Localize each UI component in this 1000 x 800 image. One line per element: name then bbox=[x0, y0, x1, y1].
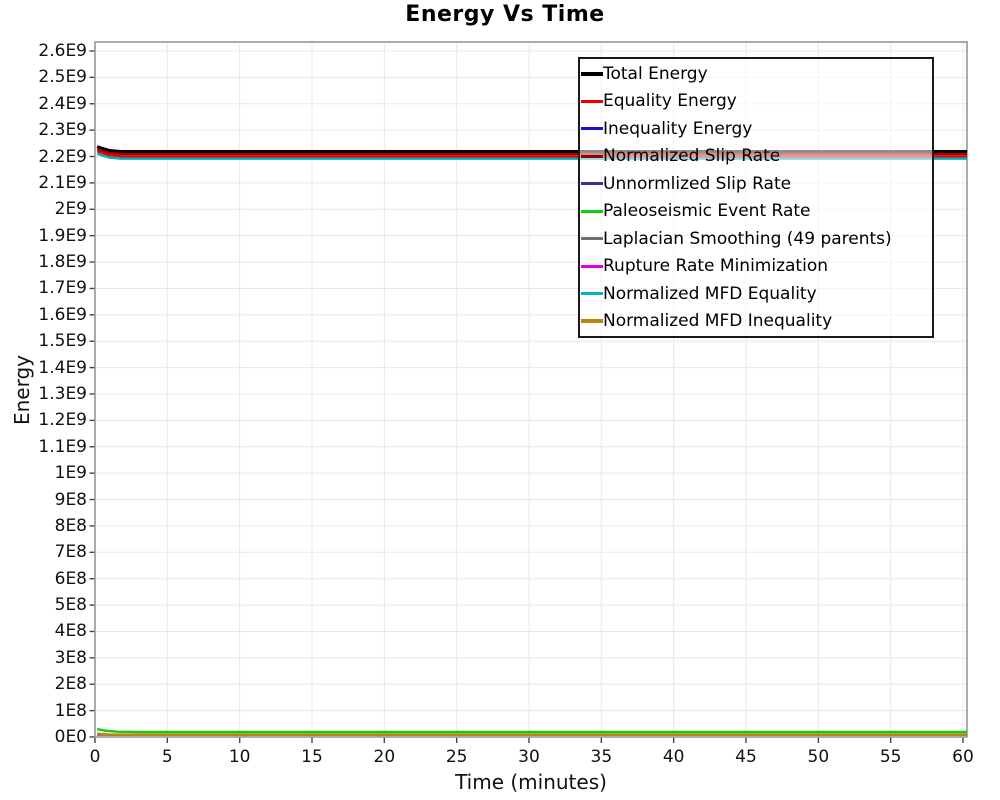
y-tick-label: 1.8E9 bbox=[38, 252, 87, 273]
y-tick-label: 1.4E9 bbox=[38, 357, 87, 378]
legend-label: Normalized Slip Rate bbox=[603, 146, 781, 167]
legend-swatch bbox=[581, 264, 603, 268]
y-tick-label: 1.5E9 bbox=[38, 331, 87, 352]
legend-item: Normalized MFD Equality bbox=[580, 280, 932, 308]
legend-label: Rupture Rate Minimization bbox=[603, 256, 828, 277]
y-axis-title: Energy bbox=[10, 354, 34, 426]
y-tick-label: 2E9 bbox=[54, 199, 87, 220]
series-line-normalized-mfd-equality bbox=[96, 152, 967, 160]
legend-swatch bbox=[581, 127, 603, 131]
x-tick-label: 45 bbox=[735, 747, 757, 767]
y-tick-label: 4E8 bbox=[54, 621, 87, 642]
x-tick-label: 15 bbox=[301, 747, 323, 767]
legend-item: Inequality Energy bbox=[580, 115, 932, 143]
x-tick-label: 20 bbox=[373, 747, 396, 767]
y-tick-label: 1.7E9 bbox=[38, 278, 87, 299]
legend-label: Unnormlized Slip Rate bbox=[603, 173, 792, 194]
legend-item: Total Energy bbox=[580, 60, 932, 88]
x-tick-label: 5 bbox=[161, 747, 173, 767]
y-tick-label: 1.6E9 bbox=[38, 304, 87, 325]
y-tick-label: 1.9E9 bbox=[38, 225, 87, 246]
x-tick-label: 35 bbox=[590, 747, 613, 767]
legend-label: Paleoseismic Event Rate bbox=[603, 201, 811, 222]
y-tick-label: 0E0 bbox=[54, 727, 87, 747]
legend-label: Inequality Energy bbox=[603, 118, 753, 139]
y-tick-label: 3E8 bbox=[54, 647, 87, 668]
legend-item: Paleoseismic Event Rate bbox=[580, 198, 932, 226]
x-tick-label: 40 bbox=[662, 747, 685, 767]
legend-swatch bbox=[581, 209, 603, 213]
x-tick-label: 60 bbox=[952, 747, 974, 767]
series-line-normalized-mfd-inequality bbox=[97, 732, 967, 736]
chart-title: Energy Vs Time bbox=[405, 2, 605, 27]
legend-swatch bbox=[581, 99, 603, 103]
legend-swatch bbox=[581, 71, 603, 76]
y-tick-label: 1.2E9 bbox=[38, 410, 87, 431]
y-tick-label: 2E8 bbox=[54, 674, 87, 695]
x-tick-label: 50 bbox=[807, 747, 830, 767]
legend-label: Normalized MFD Inequality bbox=[603, 311, 833, 332]
legend-label: Normalized MFD Equality bbox=[603, 283, 817, 304]
x-tick-label: 10 bbox=[228, 747, 251, 767]
y-tick-label: 2.1E9 bbox=[38, 172, 87, 193]
series-line-paleoseismic-event-rate bbox=[96, 727, 967, 734]
tick-marks bbox=[89, 50, 964, 743]
y-tick-label: 1.1E9 bbox=[38, 436, 87, 457]
legend-item: Unnormlized Slip Rate bbox=[580, 170, 932, 198]
legend-swatch bbox=[581, 182, 603, 186]
y-tick-label: 8E8 bbox=[54, 515, 87, 536]
legend-item: Normalized Slip Rate bbox=[580, 143, 932, 171]
legend-swatch bbox=[581, 154, 603, 158]
x-tick-label: 25 bbox=[445, 747, 468, 767]
x-tick-label: 0 bbox=[89, 747, 101, 767]
legend: Total Energy Equality Energy Inequality En… bbox=[578, 57, 934, 338]
y-tick-label: 5E8 bbox=[54, 595, 87, 616]
legend-label: Total Energy bbox=[603, 63, 708, 84]
y-tick-label: 2.2E9 bbox=[38, 146, 87, 167]
y-tick-label: 2.4E9 bbox=[38, 93, 87, 114]
x-tick-label: 30 bbox=[518, 747, 540, 767]
series-lines bbox=[96, 145, 967, 736]
y-tick-label: 6E8 bbox=[54, 568, 87, 589]
series-line-equality-energy bbox=[96, 150, 967, 158]
plot-border bbox=[94, 41, 968, 738]
x-axis-title: Time (minutes) bbox=[455, 770, 607, 794]
y-tick-label: 1.3E9 bbox=[38, 383, 87, 404]
legend-swatch bbox=[581, 237, 603, 241]
legend-item: Normalized MFD Inequality bbox=[580, 308, 932, 336]
y-tick-label: 1E9 bbox=[54, 463, 87, 484]
legend-label: Equality Energy bbox=[603, 91, 737, 112]
series-line-normalized-slip-rate bbox=[96, 147, 967, 156]
y-tick-label: 7E8 bbox=[54, 542, 87, 563]
y-tick-label: 2.6E9 bbox=[38, 40, 87, 61]
y-tick-label: 1E8 bbox=[54, 700, 87, 721]
legend-label: Laplacian Smoothing (49 parents) bbox=[603, 228, 892, 249]
x-tick-label: 55 bbox=[879, 747, 902, 767]
legend-item: Laplacian Smoothing (49 parents) bbox=[580, 225, 932, 253]
y-tick-label: 9E8 bbox=[54, 489, 87, 510]
y-tick-label: 2.5E9 bbox=[38, 67, 87, 88]
legend-swatch bbox=[581, 319, 603, 324]
y-tick-label: 2.3E9 bbox=[38, 120, 87, 141]
series-line-total-energy bbox=[96, 145, 967, 154]
legend-item: Equality Energy bbox=[580, 88, 932, 116]
legend-item: Rupture Rate Minimization bbox=[580, 253, 932, 281]
legend-swatch bbox=[581, 292, 603, 296]
